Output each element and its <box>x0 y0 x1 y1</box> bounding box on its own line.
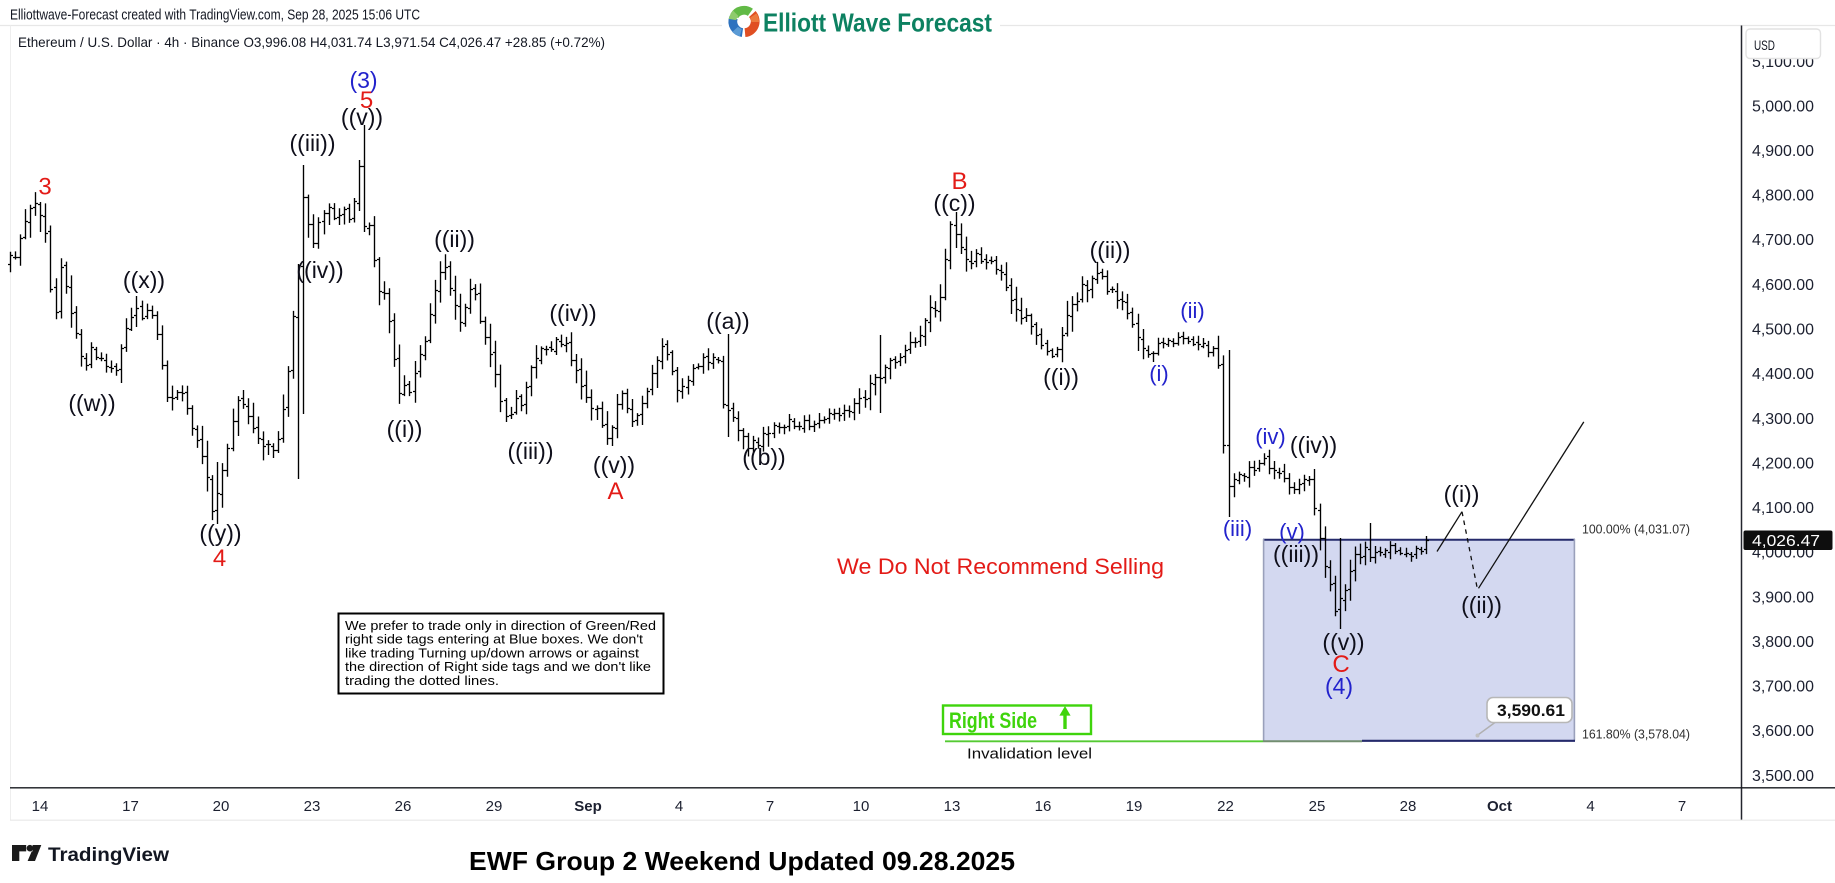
svg-text:3,800.00: 3,800.00 <box>1752 634 1814 651</box>
svg-text:((iv)): ((iv)) <box>549 300 596 326</box>
svg-text:19: 19 <box>1126 798 1143 815</box>
svg-text:(v): (v) <box>1279 519 1305 544</box>
svg-text:((x)): ((x)) <box>123 267 165 293</box>
svg-text:((i)): ((i)) <box>1043 364 1079 390</box>
svg-text:like trading Turning up/down a: like trading Turning up/down arrows or a… <box>345 645 639 660</box>
svg-text:Invalidation level: Invalidation level <box>967 746 1092 763</box>
svg-text:23: 23 <box>304 798 321 815</box>
svg-text:25: 25 <box>1309 798 1326 815</box>
svg-text:161.80% (3,578.04): 161.80% (3,578.04) <box>1582 727 1690 742</box>
svg-text:(3): (3) <box>349 67 377 93</box>
svg-text:5: 5 <box>360 87 373 114</box>
svg-text:EWF Group 2 Weekend Updated 09: EWF Group 2 Weekend Updated 09.28.2025 <box>469 846 1015 876</box>
svg-text:3,900.00: 3,900.00 <box>1752 589 1814 606</box>
svg-text:trading the dotted lines.: trading the dotted lines. <box>345 673 499 688</box>
svg-text:Oct: Oct <box>1487 798 1512 815</box>
svg-text:((i)): ((i)) <box>1444 481 1480 507</box>
svg-text:28: 28 <box>1400 798 1417 815</box>
svg-text:4,026.47: 4,026.47 <box>1752 533 1820 550</box>
svg-text:((ii)): ((ii)) <box>1461 592 1502 618</box>
svg-text:100.00% (4,031.07): 100.00% (4,031.07) <box>1582 522 1690 537</box>
svg-text:4,700.00: 4,700.00 <box>1752 232 1814 249</box>
svg-text:((iii)): ((iii)) <box>1273 541 1319 567</box>
svg-text:Sep: Sep <box>574 798 602 815</box>
svg-text:((v)): ((v)) <box>1322 629 1364 655</box>
svg-text:(iv): (iv) <box>1255 424 1286 449</box>
svg-text:((w)): ((w)) <box>68 390 115 416</box>
svg-text:5,000.00: 5,000.00 <box>1752 98 1814 115</box>
svg-text:7: 7 <box>766 798 774 815</box>
svg-text:(ii): (ii) <box>1180 298 1204 323</box>
svg-text:3: 3 <box>38 174 51 201</box>
svg-text:((ii)): ((ii)) <box>434 226 475 252</box>
svg-text:4,600.00: 4,600.00 <box>1752 277 1814 294</box>
svg-text:22: 22 <box>1217 798 1234 815</box>
svg-text:((c)): ((c)) <box>933 190 975 216</box>
svg-text:(iii): (iii) <box>1223 516 1252 541</box>
svg-text:((iii)): ((iii)) <box>508 438 554 464</box>
svg-text:20: 20 <box>213 798 230 815</box>
svg-text:((a)): ((a)) <box>706 308 749 334</box>
svg-text:4: 4 <box>213 545 226 572</box>
svg-text:((iv)): ((iv)) <box>296 257 343 283</box>
svg-text:17: 17 <box>122 798 139 815</box>
svg-text:Elliott Wave Forecast: Elliott Wave Forecast <box>763 8 992 38</box>
svg-text:We prefer to trade only in dir: We prefer to trade only in direction of … <box>345 618 656 633</box>
svg-text:4,300.00: 4,300.00 <box>1752 411 1814 428</box>
svg-text:16: 16 <box>1035 798 1052 815</box>
svg-text:We Do Not Recommend Selling: We Do Not Recommend Selling <box>837 554 1164 579</box>
svg-text:4,400.00: 4,400.00 <box>1752 366 1814 383</box>
svg-text:right side tags entering at Bl: right side tags entering at Blue boxes. … <box>345 632 643 647</box>
svg-text:4,800.00: 4,800.00 <box>1752 188 1814 205</box>
svg-text:((iv)): ((iv)) <box>1290 432 1337 458</box>
svg-text:Elliottwave-Forecast created w: Elliottwave-Forecast created with Tradin… <box>10 7 420 24</box>
svg-text:4,500.00: 4,500.00 <box>1752 322 1814 339</box>
svg-text:USD: USD <box>1754 38 1775 53</box>
svg-text:13: 13 <box>944 798 961 815</box>
svg-text:B: B <box>951 168 967 195</box>
svg-text:14: 14 <box>32 798 49 815</box>
svg-text:Ethereum / U.S. Dollar · 4h ·: Ethereum / U.S. Dollar · 4h · Binance O3… <box>18 34 605 50</box>
svg-text:26: 26 <box>395 798 412 815</box>
svg-text:3,700.00: 3,700.00 <box>1752 679 1814 696</box>
svg-text:(4): (4) <box>1325 673 1353 699</box>
svg-text:((b)): ((b)) <box>742 444 785 470</box>
svg-text:7: 7 <box>1678 798 1686 815</box>
svg-text:((iii)): ((iii)) <box>290 130 336 156</box>
svg-text:3,500.00: 3,500.00 <box>1752 768 1814 785</box>
svg-text:((y)): ((y)) <box>199 520 241 546</box>
svg-text:Right Side: Right Side <box>949 708 1037 733</box>
svg-text:((v)): ((v)) <box>341 104 383 130</box>
svg-text:C: C <box>1332 651 1349 678</box>
svg-text:29: 29 <box>486 798 503 815</box>
svg-text:10: 10 <box>853 798 870 815</box>
svg-text:TradingView: TradingView <box>48 845 169 866</box>
svg-text:4,900.00: 4,900.00 <box>1752 143 1814 160</box>
svg-text:((v)): ((v)) <box>593 452 635 478</box>
svg-text:4: 4 <box>1586 798 1594 815</box>
svg-text:the direction of Right side ta: the direction of Right side tags and we … <box>345 659 651 674</box>
svg-text:3,590.61: 3,590.61 <box>1497 701 1565 720</box>
svg-text:A: A <box>607 478 623 505</box>
svg-text:((i)): ((i)) <box>387 416 423 442</box>
svg-text:4,200.00: 4,200.00 <box>1752 455 1814 472</box>
svg-text:4: 4 <box>675 798 683 815</box>
svg-text:(i): (i) <box>1149 361 1169 386</box>
svg-text:3,600.00: 3,600.00 <box>1752 723 1814 740</box>
svg-text:((ii)): ((ii)) <box>1090 237 1131 263</box>
svg-text:4,100.00: 4,100.00 <box>1752 500 1814 517</box>
